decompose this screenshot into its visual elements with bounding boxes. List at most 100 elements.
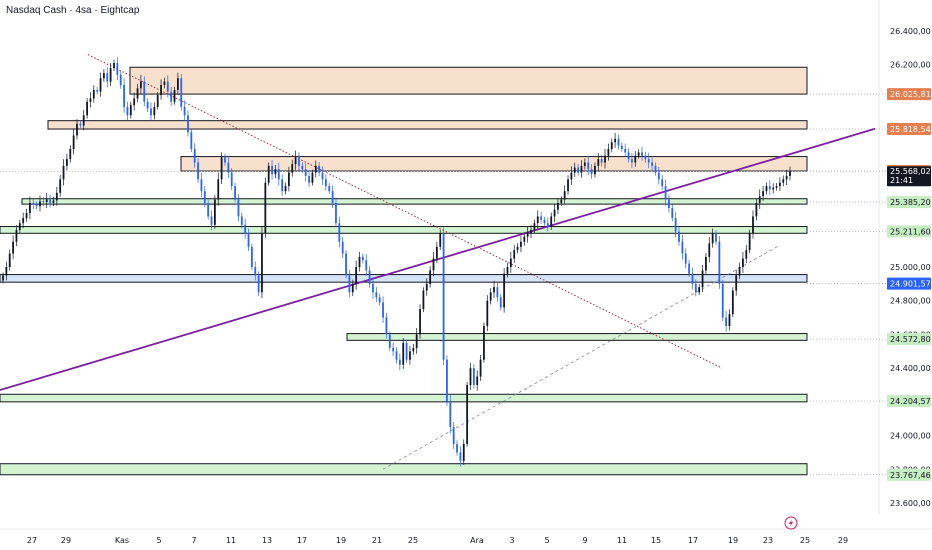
candle	[39, 195, 41, 212]
zone-resistance[interactable]	[129, 66, 808, 95]
y-tick-label: 24.000,00	[890, 432, 931, 441]
candle	[250, 243, 253, 270]
candle	[227, 156, 230, 179]
zone-support[interactable]	[346, 333, 808, 341]
candle-body	[368, 270, 371, 284]
candle	[590, 164, 593, 179]
candle	[217, 172, 220, 206]
candle	[563, 185, 566, 205]
candle	[637, 149, 640, 159]
candle	[72, 129, 75, 155]
zone-resistance[interactable]	[180, 156, 808, 172]
candle	[180, 74, 183, 111]
candle-body	[197, 162, 199, 180]
candle	[725, 311, 727, 332]
zone-pivot[interactable]	[0, 274, 808, 283]
candle	[220, 152, 223, 185]
candle	[684, 248, 687, 269]
support-trendline[interactable]	[382, 244, 781, 470]
candle-body	[190, 132, 193, 149]
candle-body	[466, 385, 469, 444]
candle-body	[661, 179, 664, 187]
candle	[160, 79, 162, 100]
candle-body	[509, 258, 512, 267]
candle	[345, 250, 347, 279]
candle	[405, 339, 408, 363]
candle-body	[308, 175, 310, 183]
candle-body	[469, 368, 472, 385]
candle-body	[738, 267, 741, 276]
candle-body	[701, 270, 704, 288]
candle-body	[456, 444, 458, 453]
price-level-badge	[887, 88, 931, 101]
candle-body	[499, 297, 502, 308]
candle-body	[385, 317, 388, 335]
falling-trendline[interactable]	[87, 54, 723, 369]
sr-zones[interactable]	[0, 66, 808, 476]
candle	[442, 227, 445, 366]
candle	[331, 185, 334, 208]
candle-body	[247, 233, 250, 247]
zone-support[interactable]	[0, 226, 808, 234]
candle-body	[15, 229, 18, 242]
zone-support[interactable]	[0, 463, 808, 476]
candle	[314, 160, 317, 178]
candle-body	[244, 224, 247, 234]
candle	[341, 236, 344, 258]
candle	[688, 259, 691, 278]
candle-body	[153, 106, 156, 116]
candle	[382, 296, 384, 324]
candle-body	[274, 169, 277, 175]
candle	[439, 229, 442, 250]
candle	[304, 163, 307, 182]
candle-body	[409, 351, 411, 360]
zone-support[interactable]	[0, 393, 808, 403]
candle	[287, 166, 290, 192]
candle	[348, 269, 351, 298]
candle	[45, 192, 48, 209]
candle-body	[725, 317, 727, 326]
price-level-label: 25.211,60	[890, 227, 931, 236]
candle	[775, 183, 778, 191]
lightning-bolt-icon[interactable]	[784, 516, 798, 530]
candle-body	[651, 162, 654, 166]
candle	[456, 440, 458, 456]
candle	[617, 134, 620, 150]
candle-body	[637, 152, 640, 156]
candle	[742, 251, 744, 273]
candle	[139, 74, 142, 95]
zone-resistance[interactable]	[47, 120, 808, 130]
candle-body	[250, 246, 253, 267]
candle-body	[755, 202, 758, 217]
candle-body	[29, 202, 31, 214]
candle-body	[731, 290, 734, 315]
candle-body	[321, 172, 324, 180]
candle	[173, 86, 176, 105]
zone-support[interactable]	[21, 198, 808, 205]
candle-body	[365, 260, 368, 271]
candle	[483, 322, 485, 363]
candle-body	[207, 202, 210, 217]
current-price-badge	[887, 166, 931, 187]
candle	[768, 180, 771, 195]
candle-body	[22, 218, 25, 224]
candle-body	[449, 401, 452, 428]
candle-body	[479, 359, 482, 377]
candle	[462, 439, 465, 465]
candle	[449, 395, 452, 434]
rising-trendline[interactable]	[0, 127, 876, 391]
candle	[758, 189, 761, 210]
candle	[338, 216, 341, 248]
icons	[784, 516, 798, 530]
candle	[52, 196, 55, 207]
candle-body	[668, 199, 670, 208]
candle	[701, 264, 704, 293]
candle	[99, 72, 102, 97]
candles	[2, 57, 791, 467]
x-tick-label: 25	[800, 536, 810, 545]
candle-body	[398, 359, 401, 365]
candle-body	[446, 359, 448, 402]
x-tick-label: 15	[651, 536, 661, 545]
trendlines[interactable]	[0, 54, 876, 470]
